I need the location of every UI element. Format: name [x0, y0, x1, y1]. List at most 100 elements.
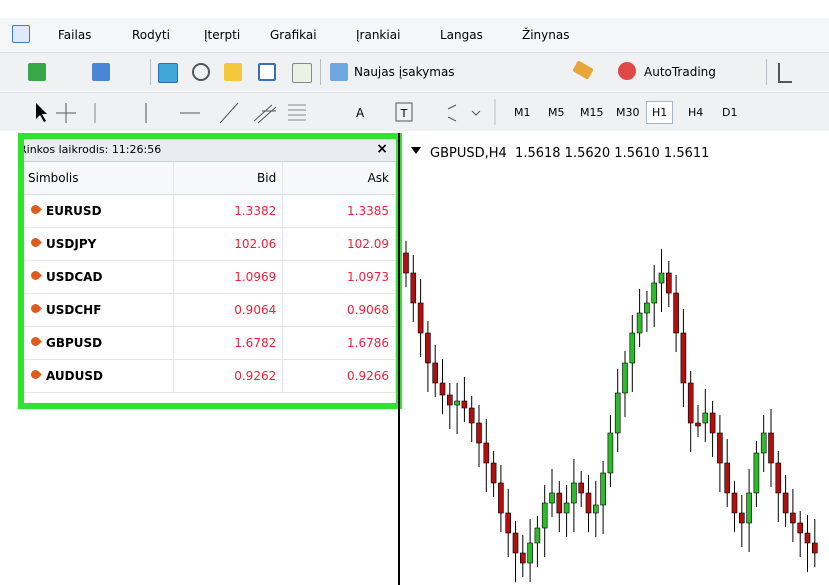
candle-body: [593, 504, 599, 514]
menu-item[interactable]: Įrankiai: [356, 28, 401, 42]
candle-body: [490, 462, 497, 484]
price-cell: 1.3382: [173, 194, 284, 228]
price-cell: 102.09: [282, 227, 396, 261]
candle-body: [549, 492, 555, 504]
candle-body: [702, 412, 709, 424]
candle-body: [446, 394, 453, 406]
candle-body: [629, 332, 636, 364]
price-cell: 1.6782: [173, 326, 284, 360]
quote-row[interactable]: AUDUSD 0.9262 0.9266: [24, 359, 396, 393]
candle-body: [673, 292, 679, 334]
candle-body: [454, 400, 460, 406]
new-order-button[interactable]: Naujas įsakymas: [354, 65, 455, 79]
candle-body: [687, 382, 694, 424]
icon-tester[interactable]: [292, 63, 312, 83]
price-cell: 1.3385: [282, 194, 396, 228]
quote-row[interactable]: GBPUSD 1.6782 1.6786: [24, 326, 396, 360]
candle-body: [768, 432, 774, 464]
timeframe-button[interactable]: D1: [722, 106, 738, 119]
candle-body: [746, 492, 752, 524]
icon-terminal[interactable]: [258, 63, 276, 81]
timeframe-button[interactable]: M15: [580, 106, 604, 119]
app-icon: [12, 25, 30, 43]
quote-row[interactable]: USDJPY 102.06 102.09: [24, 227, 396, 261]
candle-body: [556, 492, 563, 514]
symbol-cell: AUDUSD: [24, 359, 175, 393]
quote-row[interactable]: EURUSD 1.3382 1.3385: [24, 194, 396, 228]
candles: [403, 241, 818, 582]
candle-body: [563, 502, 570, 514]
candle-body: [520, 552, 526, 564]
chart-header: GBPUSD,H4 1.5618 1.5620 1.5610 1.5611: [430, 146, 710, 161]
icon-bar-chart[interactable]: [778, 63, 792, 83]
icon-data-window[interactable]: [192, 63, 210, 81]
panel-title: Rinkos laikrodis: 11:26:56: [24, 143, 162, 156]
symbol-cell: USDCHF: [24, 293, 175, 327]
candle-body: [731, 492, 738, 514]
price-cell: 1.6786: [282, 326, 396, 360]
candle-body: [483, 442, 490, 464]
candle-body: [760, 432, 767, 454]
icon-profiles: [92, 63, 110, 81]
candle-body: [468, 407, 475, 424]
candle-body: [571, 482, 577, 504]
market-watch-panel: Rinkos laikrodis: 11:26:56 × Simbolis Bid…: [18, 133, 402, 409]
icon-market-watch[interactable]: [158, 63, 178, 83]
drawing-tools: T: [36, 99, 496, 125]
candle-body: [782, 492, 789, 514]
menu-item[interactable]: Grafikai: [270, 28, 317, 42]
candle-body: [658, 272, 665, 284]
menu-item[interactable]: Langas: [440, 28, 483, 42]
candle-body: [644, 302, 650, 314]
menu-item[interactable]: Failas: [58, 28, 92, 42]
chart-arrow: [411, 147, 421, 154]
candle-body: [461, 400, 468, 409]
candle-body: [717, 432, 723, 464]
price-cell: 0.9068: [282, 293, 396, 327]
menu-item[interactable]: Rodyti: [132, 28, 170, 42]
candle-body: [578, 482, 584, 494]
column-header: Bid: [173, 162, 284, 195]
candle-body: [600, 472, 606, 506]
timeframe-button[interactable]: H1: [646, 101, 674, 124]
timeframe-button[interactable]: M1: [514, 106, 531, 119]
quote-row[interactable]: USDCHF 0.9064 0.9068: [24, 293, 396, 327]
timeframe-button[interactable]: H4: [688, 106, 704, 119]
candle-body: [614, 392, 621, 434]
candle-body: [476, 422, 482, 444]
text-tool[interactable]: A: [356, 106, 365, 120]
candle-body: [498, 482, 504, 514]
timeframe-button[interactable]: M5: [548, 106, 565, 119]
candle-body: [512, 532, 519, 554]
candle-body: [709, 412, 716, 434]
symbol-cell: USDJPY: [24, 227, 175, 261]
chart-window: GBPUSD,H4 1.5618 1.5620 1.5610 1.5611: [398, 133, 829, 585]
candle-body: [738, 512, 745, 524]
icon-autotrading: [618, 62, 636, 80]
candle-body: [797, 522, 804, 534]
menu-item[interactable]: Įterpti: [204, 28, 241, 42]
candle-body: [622, 362, 628, 394]
candle-body: [775, 462, 782, 494]
icon-navigator[interactable]: [224, 63, 242, 81]
autotrading-button[interactable]: AutoTrading: [644, 65, 716, 79]
quote-row[interactable]: USDCAD 1.0969 1.0973: [24, 260, 396, 294]
candle-body: [541, 502, 548, 529]
column-header: Simbolis: [24, 162, 175, 195]
candle-body: [439, 382, 446, 396]
toolbar-standard: Naujas įsakymas AutoTrading: [0, 52, 829, 91]
menu-item[interactable]: Žinynas: [522, 28, 570, 42]
candle-body: [665, 272, 672, 294]
quotes-table: Simbolis Bid Ask EURUSD 1.3382 1.3385 USDJPY 1…: [24, 162, 396, 393]
timeframe-button[interactable]: M30: [616, 106, 640, 119]
candle-body: [790, 512, 796, 524]
candle-body: [527, 542, 533, 564]
candle-body: [724, 462, 731, 494]
symbol-cell: EURUSD: [24, 194, 175, 228]
candle-body: [636, 312, 643, 334]
candle-body: [811, 542, 818, 554]
icon-new-order[interactable]: [330, 63, 348, 81]
candle-body: [425, 332, 431, 364]
close-button[interactable]: ×: [376, 141, 388, 157]
